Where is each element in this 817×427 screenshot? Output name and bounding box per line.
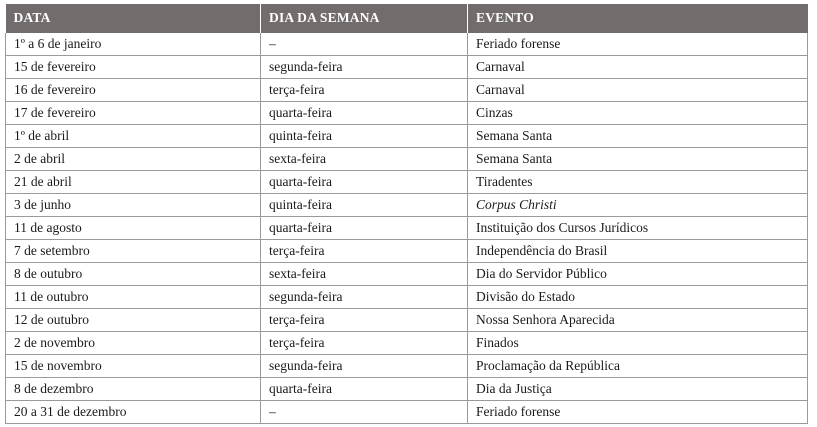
cell-data: 21 de abril (5, 170, 261, 194)
column-header-data: DATA (5, 4, 261, 33)
table-row: 21 de abril quarta-feira Tiradentes (5, 170, 808, 194)
cell-data: 1º de abril (5, 124, 261, 148)
table-body: 1º a 6 de janeiro – Feriado forense 15 de f… (5, 33, 808, 424)
cell-data: 15 de fevereiro (5, 55, 261, 79)
cell-event: Carnaval (467, 55, 808, 79)
table-row: 16 de fevereiro terça-feira Carnaval (5, 78, 808, 102)
table-row: 11 de agosto quarta-feira Instituição dos … (5, 216, 808, 240)
cell-event: Instituição dos Cursos Jurídicos (467, 216, 808, 240)
table-row: 8 de dezembro quarta-feira Dia da Justiça (5, 377, 808, 401)
cell-data: 11 de outubro (5, 285, 261, 309)
cell-weekday: quinta-feira (260, 193, 468, 217)
cell-weekday: sexta-feira (260, 147, 468, 171)
cell-event: Cinzas (467, 101, 808, 125)
cell-event: Feriado forense (467, 33, 808, 56)
cell-weekday: quarta-feira (260, 216, 468, 240)
table-row: 7 de setembro terça-feira Independência do… (5, 239, 808, 263)
table-row: 1º a 6 de janeiro – Feriado forense (5, 33, 808, 56)
table-row: 8 de outubro sexta-feira Dia do Servidor P… (5, 262, 808, 286)
cell-data: 3 de junho (5, 193, 261, 217)
cell-event: Divisão do Estado (467, 285, 808, 309)
cell-weekday: sexta-feira (260, 262, 468, 286)
cell-weekday: quarta-feira (260, 101, 468, 125)
cell-weekday: terça-feira (260, 239, 468, 263)
cell-event: Semana Santa (467, 147, 808, 171)
holiday-calendar-table: DATA DIA DA SEMANA EVENTO 1º a 6 de jane… (5, 4, 808, 424)
cell-event: Dia da Justiça (467, 377, 808, 401)
cell-event: Nossa Senhora Aparecida (467, 308, 808, 332)
table-row: 3 de junho quinta-feira Corpus Christi (5, 193, 808, 217)
cell-weekday: segunda-feira (260, 55, 468, 79)
column-header-event: EVENTO (467, 4, 808, 33)
cell-weekday: terça-feira (260, 308, 468, 332)
table-row: 15 de novembro segunda-feira Proclamação d… (5, 354, 808, 378)
cell-weekday: quarta-feira (260, 377, 468, 401)
cell-data: 15 de novembro (5, 354, 261, 378)
table-row: 2 de abril sexta-feira Semana Santa (5, 147, 808, 171)
table-row: 20 a 31 de dezembro – Feriado forense (5, 400, 808, 424)
cell-data: 12 de outubro (5, 308, 261, 332)
cell-event: Proclamação da República (467, 354, 808, 378)
column-header-weekday: DIA DA SEMANA (260, 4, 468, 33)
cell-weekday: quarta-feira (260, 170, 468, 194)
table-header: DATA DIA DA SEMANA EVENTO (5, 4, 808, 33)
cell-data: 2 de abril (5, 147, 261, 171)
cell-weekday: segunda-feira (260, 354, 468, 378)
cell-weekday: terça-feira (260, 331, 468, 355)
cell-weekday: terça-feira (260, 78, 468, 102)
table-row: 11 de outubro segunda-feira Divisão do Est… (5, 285, 808, 309)
table-row: 15 de fevereiro segunda-feira Carnaval (5, 55, 808, 79)
cell-weekday: quinta-feira (260, 124, 468, 148)
cell-event: Carnaval (467, 78, 808, 102)
cell-event: Tiradentes (467, 170, 808, 194)
cell-event: Semana Santa (467, 124, 808, 148)
cell-data: 11 de agosto (5, 216, 261, 240)
table-row: 1º de abril quinta-feira Semana Santa (5, 124, 808, 148)
cell-event: Dia do Servidor Público (467, 262, 808, 286)
cell-data: 16 de fevereiro (5, 78, 261, 102)
cell-data: 8 de outubro (5, 262, 261, 286)
cell-data: 8 de dezembro (5, 377, 261, 401)
cell-data: 1º a 6 de janeiro (5, 33, 261, 56)
header-row: DATA DIA DA SEMANA EVENTO (5, 4, 808, 33)
cell-event: Independência do Brasil (467, 239, 808, 263)
table-row: 2 de novembro terça-feira Finados (5, 331, 808, 355)
cell-weekday: – (260, 400, 468, 424)
cell-weekday: segunda-feira (260, 285, 468, 309)
table-row: 12 de outubro terça-feira Nossa Senhora Ap… (5, 308, 808, 332)
cell-event: Corpus Christi (467, 193, 808, 217)
cell-event: Feriado forense (467, 400, 808, 424)
cell-data: 17 de fevereiro (5, 101, 261, 125)
table-row: 17 de fevereiro quarta-feira Cinzas (5, 101, 808, 125)
cell-data: 7 de setembro (5, 239, 261, 263)
cell-data: 20 a 31 de dezembro (5, 400, 261, 424)
cell-event: Finados (467, 331, 808, 355)
cell-weekday: – (260, 33, 468, 56)
cell-data: 2 de novembro (5, 331, 261, 355)
